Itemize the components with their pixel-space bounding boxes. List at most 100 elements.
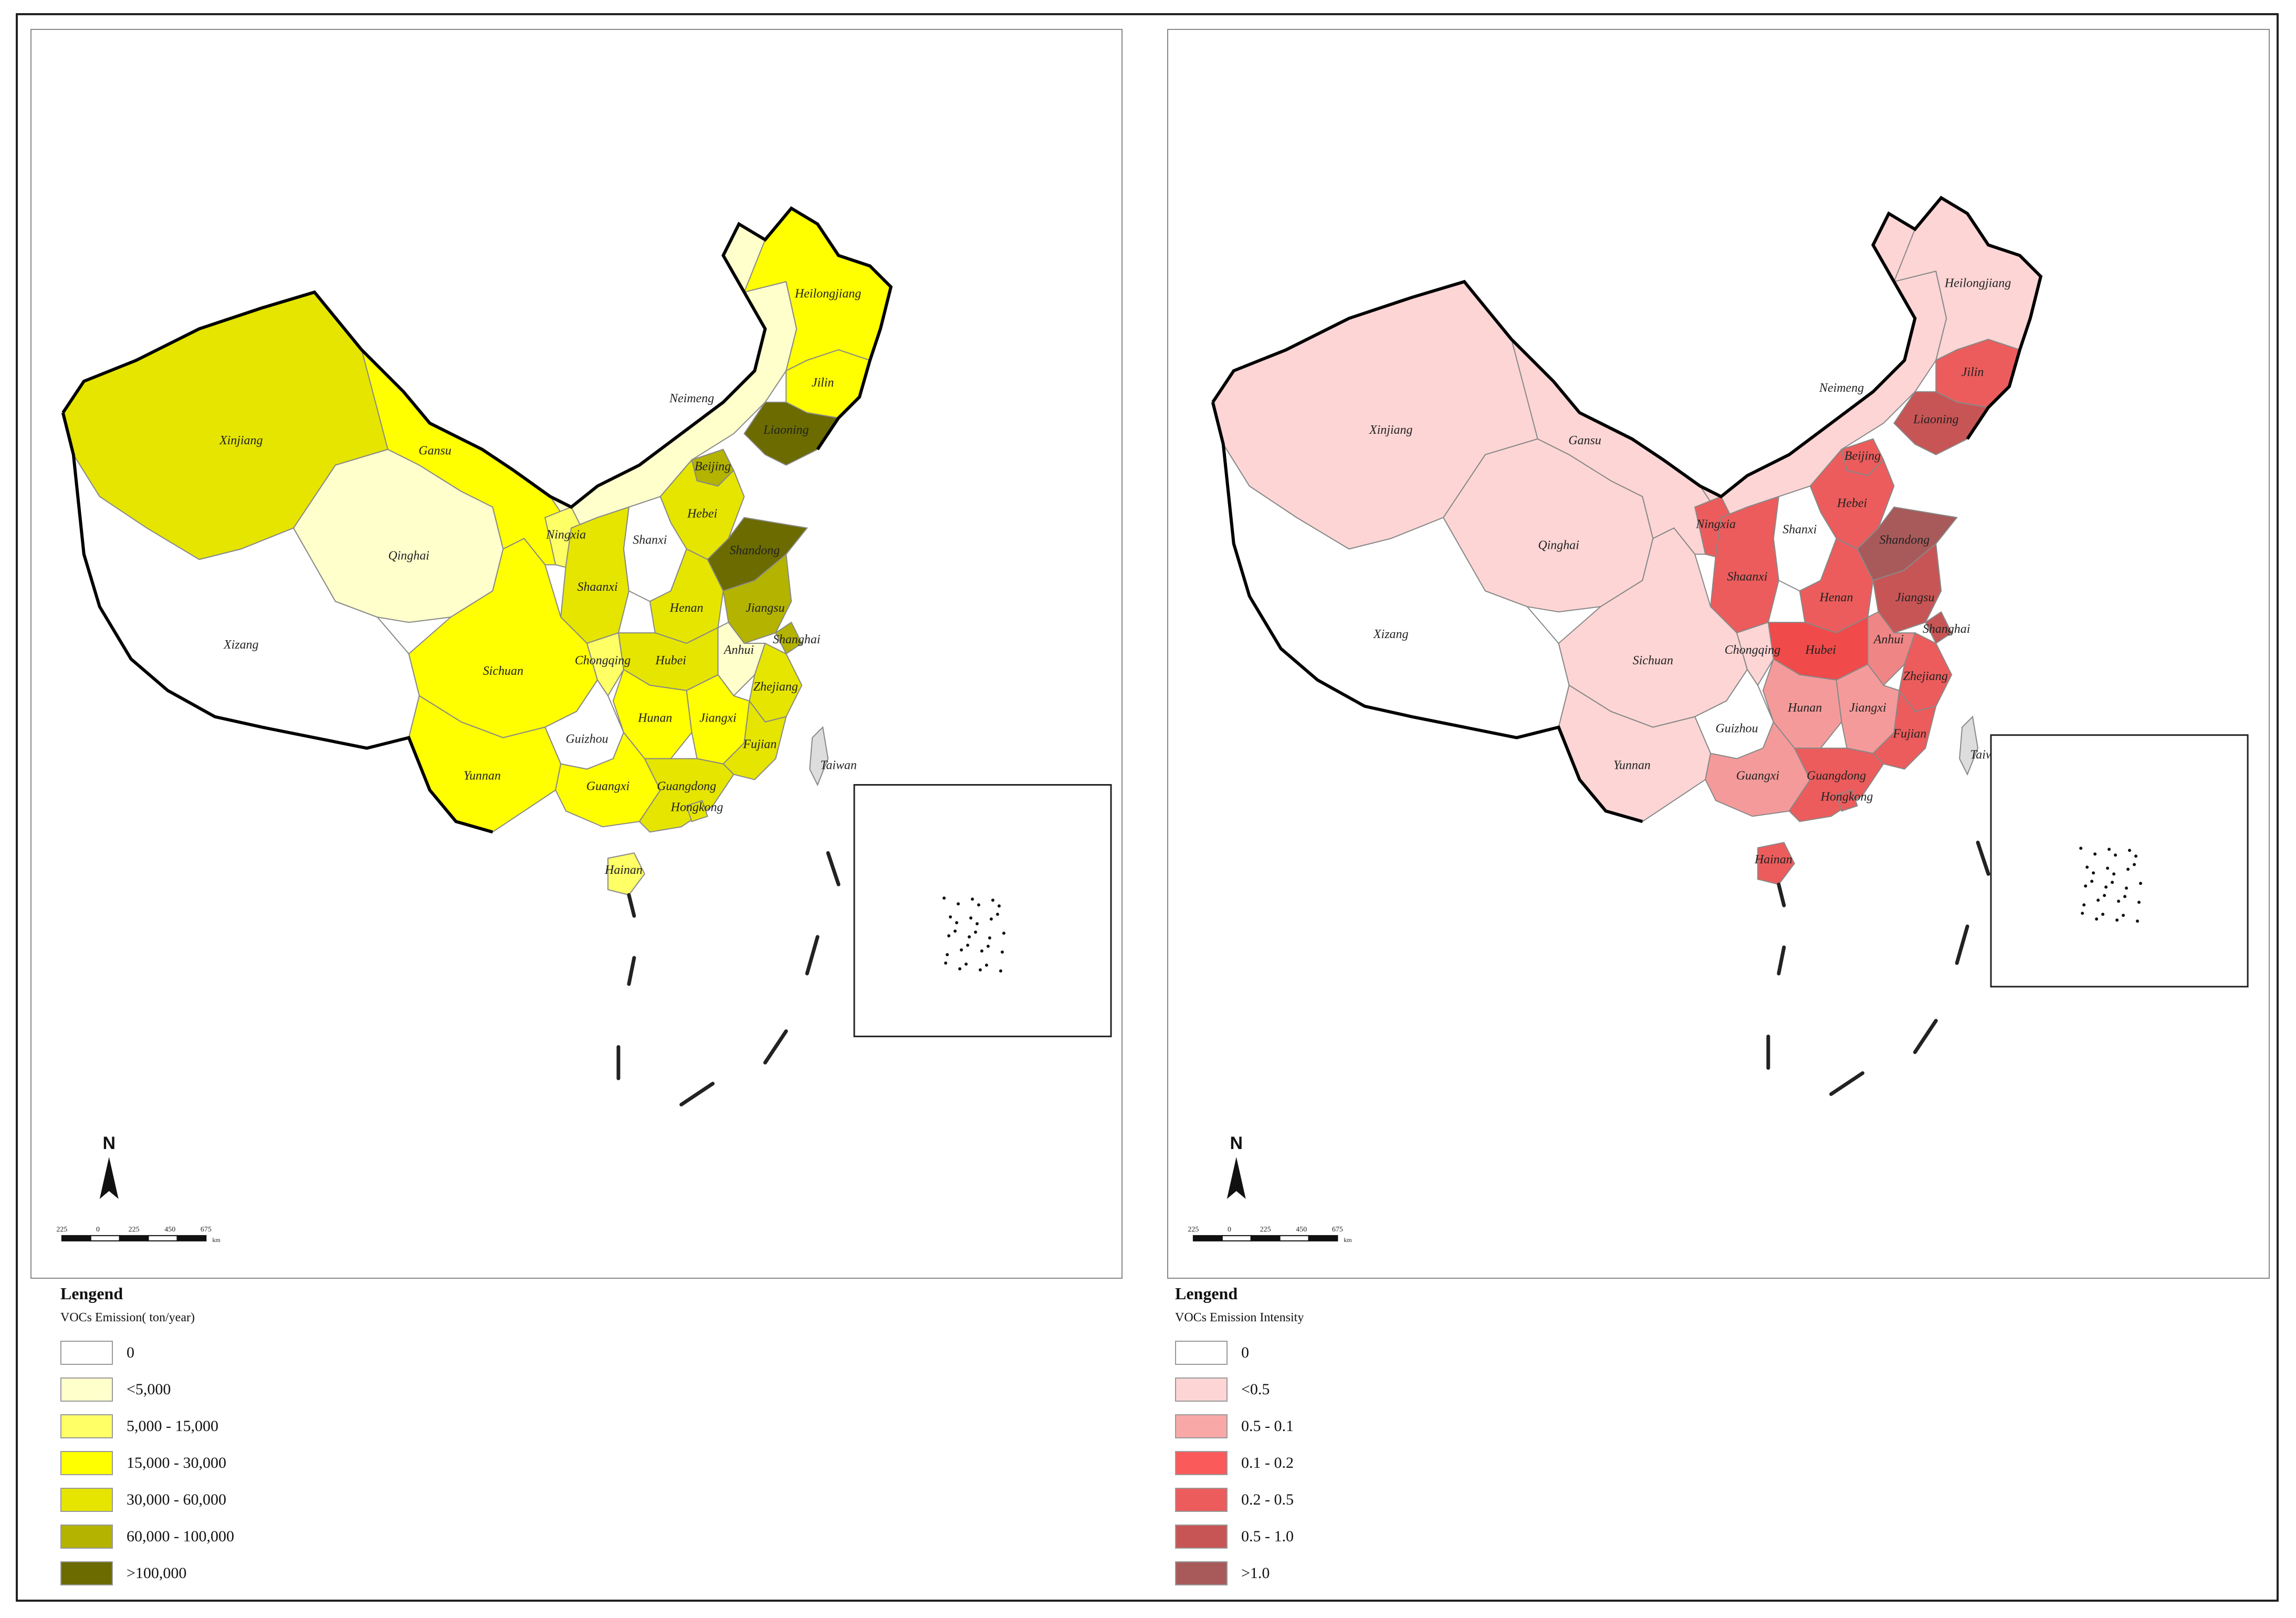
province-label: Jiangxi [1849, 701, 1886, 715]
nine-dash-segment [679, 1081, 715, 1106]
south-china-sea-inset [1990, 734, 2249, 988]
province-guangdong [638, 758, 735, 833]
province-label: Jiangsu [1895, 591, 1934, 604]
island-dot [2126, 868, 2130, 871]
province-label: Hubei [1805, 643, 1836, 657]
province-label: Shandong [1879, 533, 1930, 547]
province-label: Xizang [1373, 628, 1409, 641]
island-dot [2114, 853, 2117, 857]
legend-label: 0.2 - 0.5 [1241, 1491, 1294, 1508]
scale-bar-segment [1192, 1235, 1223, 1241]
island-dot [986, 944, 990, 948]
province-label: Beijing [1844, 450, 1881, 463]
province-label: Sichuan [483, 664, 523, 678]
province-label: Chongqing [575, 654, 631, 667]
scale-bar-segment [176, 1235, 207, 1241]
national-border [1211, 195, 2043, 499]
left-legend: Lengend VOCs Emission( ton/year) 0 <5,000… [60, 1284, 585, 1589]
scale-bar-segment [1308, 1235, 1338, 1241]
island-dot [2138, 882, 2142, 885]
island-dot [949, 915, 952, 919]
island-dot [2101, 913, 2105, 916]
legend-item: >1.0 [1175, 1555, 1700, 1592]
island-dot [2128, 849, 2131, 852]
legend-label: >1.0 [1241, 1564, 1270, 1582]
legend-swatch [1175, 1451, 1228, 1475]
scale-unit-label: km [1344, 1236, 1352, 1244]
province-label: Hunan [1787, 701, 1822, 715]
legend-item: 60,000 - 100,000 [60, 1518, 585, 1555]
province-hongkong [686, 800, 708, 822]
legend-label: 0.5 - 0.1 [1241, 1417, 1294, 1435]
province-label: Hainan [1754, 853, 1792, 867]
province-label: Guangdong [657, 780, 716, 794]
province-hongkong [1836, 789, 1858, 812]
island-dot [2117, 900, 2121, 903]
province-shanghai [1924, 611, 1953, 644]
national-border [61, 206, 893, 509]
legend-swatch [1175, 1561, 1228, 1585]
island-dot [958, 967, 962, 970]
island-dot [2132, 863, 2136, 867]
province-label: Jiangsu [746, 601, 784, 615]
scale-unit-label: km [212, 1236, 221, 1244]
province-label: Beijing [695, 460, 731, 474]
legend-swatch [1175, 1377, 1228, 1402]
island-dot [2090, 880, 2094, 883]
province-label: Xinjiang [219, 434, 263, 447]
scale-tick-label: 225 [129, 1226, 140, 1234]
province-label: Guangdong [1807, 769, 1866, 783]
nine-dash-segment [805, 935, 820, 976]
province-label: Hongkong [670, 800, 724, 814]
nine-dash-segment [1955, 924, 1969, 965]
island-dot [2095, 917, 2099, 921]
legend-swatch [1175, 1488, 1228, 1512]
scale-tick-label: 0 [1228, 1226, 1231, 1234]
island-dot [976, 922, 979, 926]
province-label: Hebei [687, 507, 717, 521]
legend-swatch [1175, 1341, 1228, 1365]
island-dot [971, 897, 974, 901]
north-arrow-icon [99, 1157, 119, 1199]
legend-swatch [60, 1451, 113, 1475]
nine-dash-segment [763, 1029, 788, 1064]
province-label: Ningxia [546, 528, 586, 541]
legend-item: <5,000 [60, 1371, 585, 1408]
legend-item: 0.1 - 0.2 [1175, 1445, 1700, 1481]
legend-label: 5,000 - 15,000 [127, 1417, 218, 1435]
province-label: Zhejiang [753, 680, 798, 694]
legend-swatch [60, 1414, 113, 1438]
scale-tick-label: 675 [1332, 1226, 1343, 1234]
island-dot [999, 969, 1002, 973]
nine-dash-segment [1913, 1019, 1938, 1055]
province-label: Guizhou [565, 733, 608, 746]
legend-label: 0.1 - 0.2 [1241, 1454, 1294, 1471]
island-dot [2135, 920, 2139, 923]
north-label: N [1230, 1133, 1243, 1153]
province-label: Sichuan [1633, 654, 1673, 667]
legend-title: Lengend [1175, 1284, 1238, 1303]
island-dot [979, 968, 982, 972]
scale-tick-label: 0 [96, 1226, 100, 1234]
scale-tick-label: 450 [1296, 1226, 1307, 1234]
scale-bar-segment [1221, 1235, 1252, 1241]
scale-tick-label: 225 [1260, 1226, 1271, 1234]
island-dot [997, 904, 1001, 908]
province-label: Xinjiang [1369, 423, 1412, 437]
legend-swatch [60, 1377, 113, 1402]
legend-item: <0.5 [1175, 1371, 1700, 1408]
island-dot [1000, 950, 1004, 954]
province-taiwan [1959, 715, 1979, 776]
province-label: Guizhou [1715, 722, 1758, 736]
right-map-panel: Xinjiang Xizang Qinghai Gansu Neimeng Heilong… [1167, 29, 2270, 1279]
island-dot [977, 903, 981, 907]
province-label: Jilin [812, 376, 834, 390]
scale-tick-label: 225 [1188, 1226, 1199, 1234]
national-border-south [61, 412, 494, 834]
north-label: N [102, 1133, 116, 1153]
legend-swatch [60, 1341, 113, 1365]
island-dot [2103, 894, 2106, 897]
legend-item: 0.5 - 1.0 [1175, 1518, 1700, 1555]
province-label: Fujian [742, 738, 777, 751]
province-label: Shanghai [773, 633, 820, 646]
